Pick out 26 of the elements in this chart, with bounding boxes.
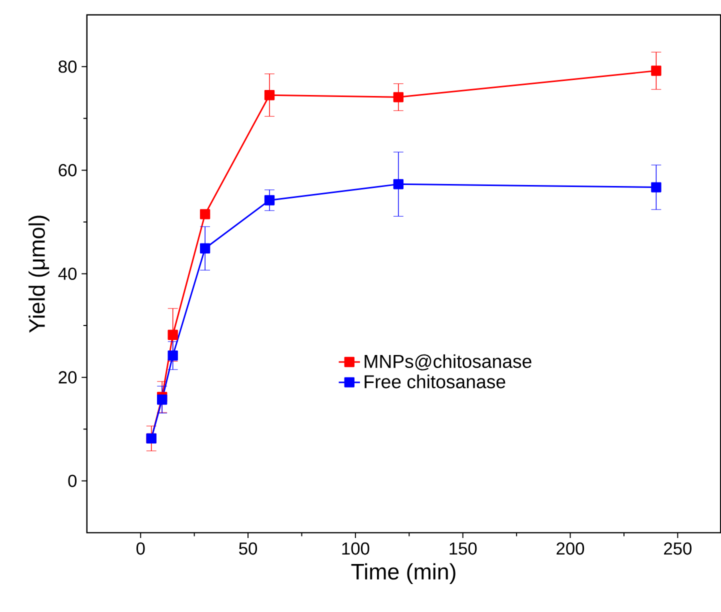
point (200, 209, 210, 220)
y-tick-label: 60 (58, 164, 77, 176)
y-tick-label: 20 (58, 371, 77, 384)
x-axis-title: Time (min) (351, 563, 456, 584)
point (651, 66, 662, 76)
point (168, 350, 178, 361)
y-tick-label: 80 (58, 60, 77, 73)
x-tick-label: 150 (450, 542, 477, 555)
y-tick-label: 40 (58, 268, 77, 280)
x-tick-label: 100 (342, 542, 370, 555)
point (393, 179, 404, 190)
point (264, 90, 275, 100)
x-tick-label: 250 (664, 542, 692, 555)
x-tick-label: 50 (239, 542, 258, 555)
point (393, 92, 404, 102)
point (168, 330, 178, 340)
point (157, 394, 168, 405)
y-axis-title: Yield (μmol) (28, 216, 50, 333)
point (264, 195, 275, 206)
legend-label: Free chitosanase (364, 374, 506, 388)
point (200, 243, 210, 254)
x-tick-label: 0 (136, 542, 145, 555)
point (651, 182, 662, 192)
x-tick-label: 200 (556, 542, 584, 555)
legend-label: MNPs@chitosanase (364, 354, 532, 370)
y-tick-label: 0 (68, 474, 77, 488)
